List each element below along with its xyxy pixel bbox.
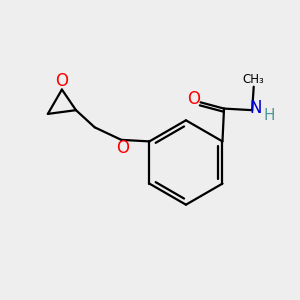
Text: CH₃: CH₃ [243,73,265,86]
Text: N: N [250,99,262,117]
Text: O: O [187,90,200,108]
Text: O: O [56,72,68,90]
Text: O: O [116,139,129,157]
Text: H: H [264,108,275,123]
